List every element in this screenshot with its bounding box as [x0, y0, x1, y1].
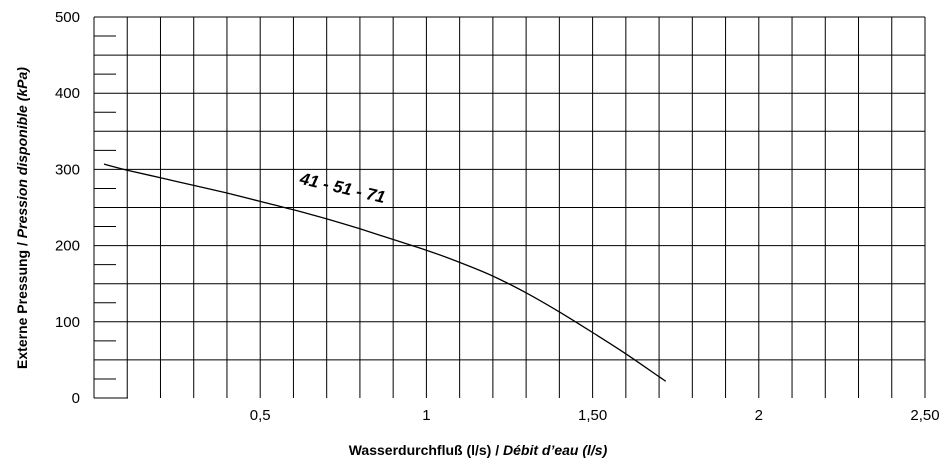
y-tick-label: 0	[72, 390, 80, 407]
y-tick-label: 500	[55, 9, 80, 26]
x-tick-label: 1	[422, 407, 430, 424]
y-tick-label: 200	[55, 238, 80, 255]
x-tick-label: 1,50	[578, 407, 607, 424]
series-layer: 41 - 51 - 71	[103, 163, 667, 382]
x-tick-label: 0,5	[250, 407, 271, 424]
series-line	[103, 163, 667, 382]
grid	[93, 16, 926, 399]
y-tick-label: 300	[55, 161, 80, 178]
tick-labels: 0 100 200 300 400 500 0,5 1 1,50 2 2,50	[55, 9, 940, 424]
y-axis-label: Externe Pressung / Pression disponible (…	[14, 67, 30, 369]
y-tick-label: 400	[55, 85, 80, 102]
x-tick-label: 2,50	[910, 407, 939, 424]
tick-marks	[94, 35, 116, 380]
y-tick-label: 100	[55, 314, 80, 331]
x-axis-label: Wasserdurchfluß (l/s) / Débit d’eau (l/s…	[349, 442, 608, 458]
series-label: 41 - 51 - 71	[297, 169, 387, 207]
x-tick-label: 2	[755, 407, 763, 424]
